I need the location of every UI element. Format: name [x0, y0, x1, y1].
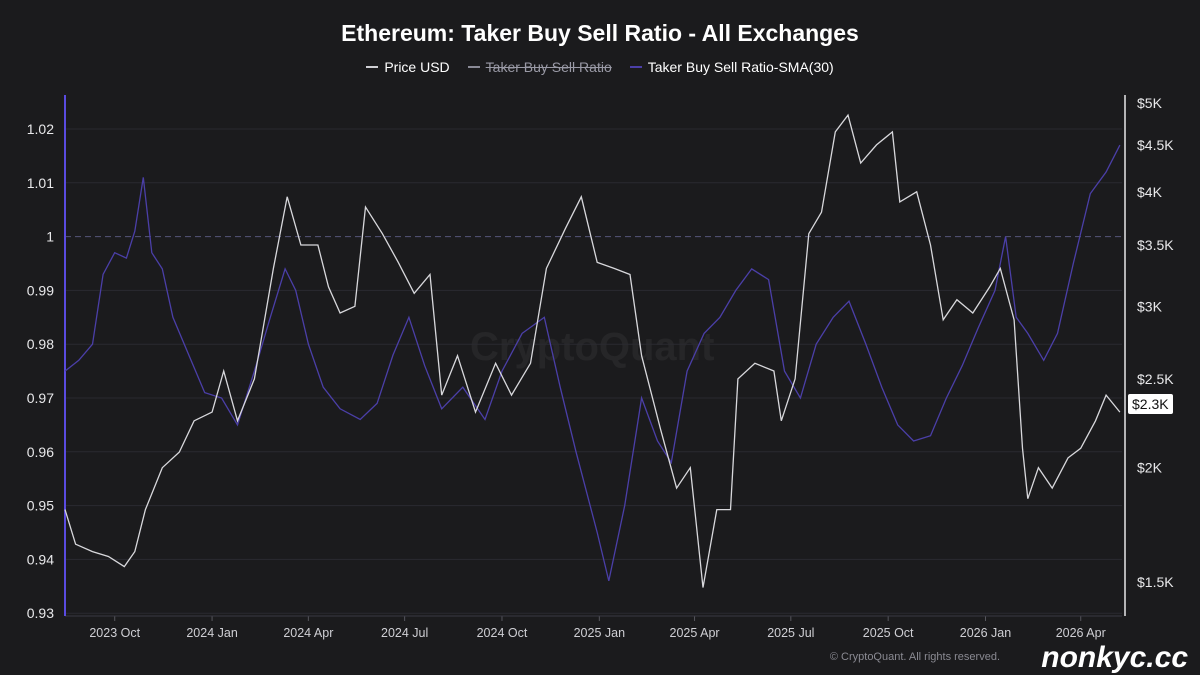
x-tick-label: 2024 Jan: [186, 626, 237, 640]
right-tick-label: $2.5K: [1137, 371, 1174, 387]
legend-item-sma[interactable]: Taker Buy Sell Ratio-SMA(30): [629, 59, 834, 75]
x-tick-label: 2024 Jul: [381, 626, 428, 640]
price-line: [64, 113, 1121, 588]
right-tick-label: $1.5K: [1137, 574, 1174, 590]
left-tick-label: 0.96: [27, 444, 54, 460]
x-tick-label: 2024 Apr: [283, 626, 333, 640]
x-tick-label: 2023 Oct: [89, 626, 140, 640]
x-tick-label: 2025 Jan: [574, 626, 625, 640]
left-tick-label: 0.95: [27, 498, 54, 514]
legend-label-price: Price USD: [384, 59, 450, 75]
left-tick-label: 1.02: [27, 121, 54, 137]
right-tick-label: $2K: [1137, 460, 1163, 476]
right-tick-label: $5K: [1137, 95, 1163, 111]
chart-title: Ethereum: Taker Buy Sell Ratio - All Exc…: [341, 20, 859, 46]
legend: Price USD Taker Buy Sell Ratio Taker Buy…: [0, 59, 1200, 75]
legend-swatch-ratio: [467, 66, 480, 68]
copyright: © CryptoQuant. All rights reserved.: [829, 651, 1000, 663]
watermark: CryptoQuant: [470, 325, 715, 369]
legend-label-ratio: Taker Buy Sell Ratio: [485, 59, 612, 75]
x-tick-label: 2024 Oct: [477, 626, 528, 640]
legend-item-price[interactable]: Price USD: [366, 59, 450, 75]
sma-line: [64, 144, 1121, 582]
right-tick-label: $3.5K: [1137, 237, 1174, 253]
brand-watermark: nonkyc.cc: [1041, 641, 1188, 674]
left-tick-label: 0.94: [27, 551, 54, 567]
x-tick-label: 2025 Jul: [767, 626, 814, 640]
left-tick-label: 0.93: [27, 605, 54, 621]
left-tick-label: 0.97: [27, 390, 54, 406]
right-tick-label: $4K: [1137, 184, 1163, 200]
right-tick-label: $4.5K: [1137, 137, 1174, 153]
x-tick-label: 2025 Apr: [670, 626, 720, 640]
legend-item-ratio[interactable]: Taker Buy Sell Ratio: [467, 59, 612, 75]
left-tick-label: 0.99: [27, 282, 54, 298]
current-price-badge: $2.3K: [1128, 394, 1173, 414]
left-tick-label: 0.98: [27, 336, 54, 352]
legend-label-sma: Taker Buy Sell Ratio-SMA(30): [647, 59, 834, 75]
left-tick-label: 1.01: [27, 175, 54, 191]
x-tick-label: 2026 Apr: [1056, 626, 1106, 640]
x-tick-label: 2026 Jan: [960, 626, 1011, 640]
left-tick-label: 1: [46, 229, 54, 245]
x-tick-label: 2025 Oct: [863, 626, 914, 640]
right-tick-label: $3K: [1137, 298, 1163, 314]
legend-swatch-price: [366, 66, 379, 68]
legend-swatch-sma: [629, 66, 642, 68]
